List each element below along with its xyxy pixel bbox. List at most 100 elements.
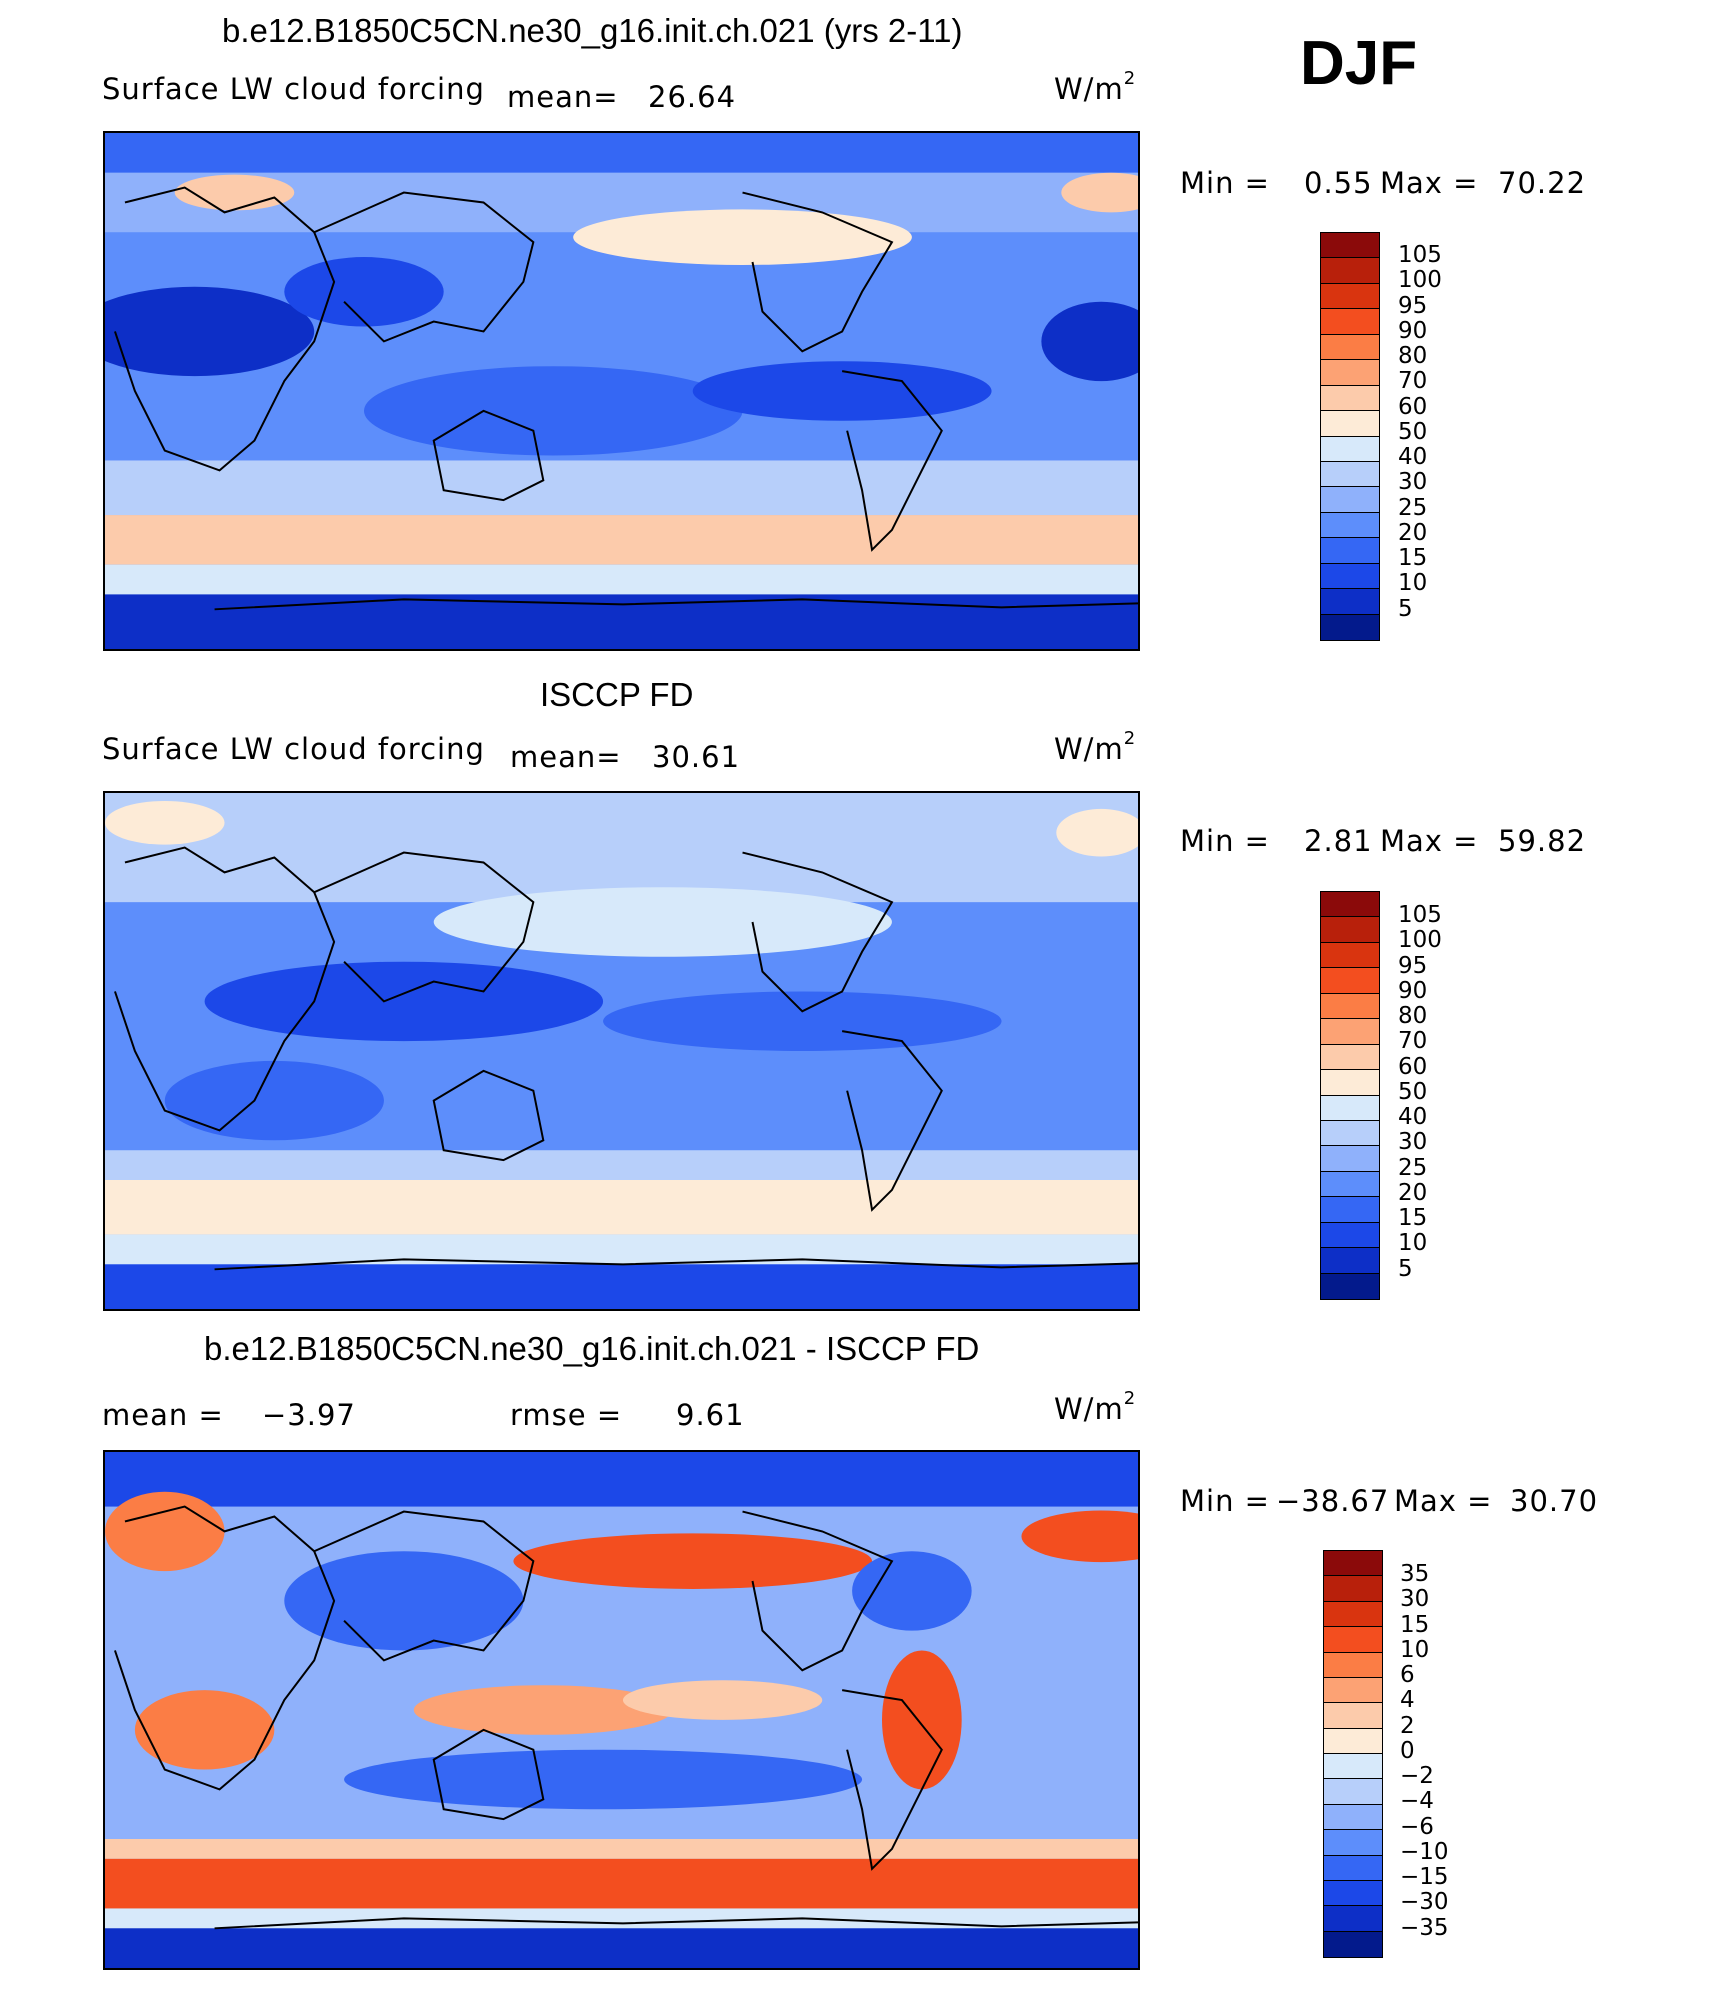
south-midlat-band [105,460,1138,516]
panel3-title: b.e12.B1850C5CN.ne30_g16.init.ch.021 - I… [204,1330,980,1367]
panel2-mean-label: mean= [510,740,622,774]
region-north-pacific-pos [513,1533,873,1589]
region-east-pacific [692,361,992,421]
colorbar-tick-label: 105 [1398,242,1442,268]
region-europe-pos [105,1491,225,1572]
colorbar-segment [1321,411,1379,437]
colorbar-segment [1321,385,1379,412]
panel2-min-label: Min = [1180,824,1270,858]
panel3-max-value: 30.70 [1510,1484,1599,1518]
region-north-pacific [433,887,892,957]
colorbar-tick-label: 15 [1398,1205,1428,1231]
coastlines [114,1505,1138,1930]
arctic-band [105,133,1138,173]
colorbar-segment [1321,1171,1379,1198]
colorbar-segment [1324,1880,1382,1907]
colorbar-segment [1321,1248,1379,1274]
region-indian [204,961,604,1042]
colorbar-tick-label: 40 [1398,1104,1428,1130]
colorbar-tick-label: 100 [1398,927,1442,954]
antarctica-band [105,594,1138,649]
southern-ocean-transition [105,1908,1138,1929]
colorbar-tick-label: −4 [1400,1788,1434,1815]
colorbar-tick-label: 2 [1400,1712,1415,1739]
colorbar-segment [1324,1906,1382,1932]
panel3-map-svg [105,1452,1138,1968]
panel3-units: W/m2 [1054,1388,1136,1426]
region-africa-pos [134,1690,275,1770]
south-midlat-band [105,1150,1138,1180]
colorbar-segment [1321,283,1379,310]
colorbar-tick-label: 30 [1400,1586,1430,1613]
panel2-mean-value: 30.61 [652,740,741,774]
southern-ocean-band [105,1180,1138,1235]
colorbar-tick-label: 5 [1398,595,1413,622]
arctic-band [105,1452,1138,1507]
colorbar-segment [1321,233,1379,259]
colorbar-segment [1321,461,1379,488]
colorbar-segment [1321,334,1379,361]
region-north-america-neg [852,1551,972,1631]
colorbar-tick-label: 80 [1398,343,1428,369]
panel1-variable: Surface LW cloud forcing [102,72,485,106]
colorbar-tick-label: −15 [1400,1864,1449,1890]
panel1-map [103,131,1140,651]
colorbar-tick-label: 70 [1398,368,1428,395]
colorbar-segment [1321,1197,1379,1223]
colorbar-segment [1324,1855,1382,1881]
colorbar-segment [1324,1804,1382,1831]
region-atlantic [1041,301,1138,382]
panel3-colorbar-labels: 35 30 15 10 6 4 2 0 −2 −4 −6 −10 −15 −30 −35 [1400,1561,1510,1961]
antarctica-band [105,1264,1138,1309]
southern-ocean-edge [105,1839,1138,1859]
colorbar-tick-label: −35 [1400,1914,1449,1941]
region-north-pacific [573,209,912,265]
colorbar-tick-label: −10 [1400,1838,1449,1865]
colorbar-tick-label: 95 [1398,952,1428,979]
colorbar-tick-label: −2 [1400,1763,1434,1789]
panel2-max-value: 59.82 [1498,824,1587,858]
colorbar-segment [1321,1095,1379,1121]
southern-ocean-edge [105,564,1138,595]
colorbar-tick-label: 80 [1398,1003,1428,1029]
region-north-atlantic-pos [1021,1510,1138,1563]
southern-ocean-edge [105,1234,1138,1265]
region-nw [105,800,225,845]
colorbar-tick-label: 0 [1400,1737,1415,1764]
colorbar-segment [1321,538,1379,564]
panel1-max-label: Max = [1380,166,1479,200]
colorbar-segment [1321,1019,1379,1045]
colorbar-segment [1324,1677,1382,1704]
colorbar-tick-label: 10 [1400,1636,1430,1663]
panel3-max-label: Max = [1394,1484,1493,1518]
panel3-mean-label: mean = [102,1398,224,1432]
panel1-units: W/m2 [1054,68,1136,106]
colorbar-tick-label: 30 [1398,469,1428,496]
panel1-mean-value: 26.64 [648,80,737,114]
panel2-units: W/m2 [1054,728,1136,766]
panel3-mean-value: −3.97 [262,1398,356,1432]
colorbar-tick-label: 60 [1398,1053,1428,1080]
colorbar-tick-label: 60 [1398,393,1428,420]
colorbar-tick-label: 6 [1400,1662,1415,1688]
colorbar-segment [1321,1222,1379,1249]
colorbar-segment [1321,1273,1379,1299]
region-ne [1056,808,1138,857]
colorbar-segment [1321,512,1379,539]
panel2-variable: Surface LW cloud forcing [102,732,485,766]
panel2-max-label: Max = [1380,824,1479,858]
region-sahara [105,286,315,377]
colorbar-tick-label: −6 [1400,1813,1434,1840]
colorbar-tick-label: −30 [1400,1889,1449,1916]
colorbar-tick-label: 15 [1398,545,1428,571]
units-exponent: 2 [1123,68,1137,89]
region-andes-pos [881,1650,962,1790]
coastlines [114,186,1138,611]
colorbar-segment [1321,892,1379,918]
panel3-map [103,1450,1140,1970]
colorbar-segment [1321,436,1379,462]
colorbar-segment [1324,1576,1382,1602]
colorbar-segment [1324,1703,1382,1729]
colorbar-segment [1321,589,1379,615]
colorbar-segment [1321,614,1379,640]
